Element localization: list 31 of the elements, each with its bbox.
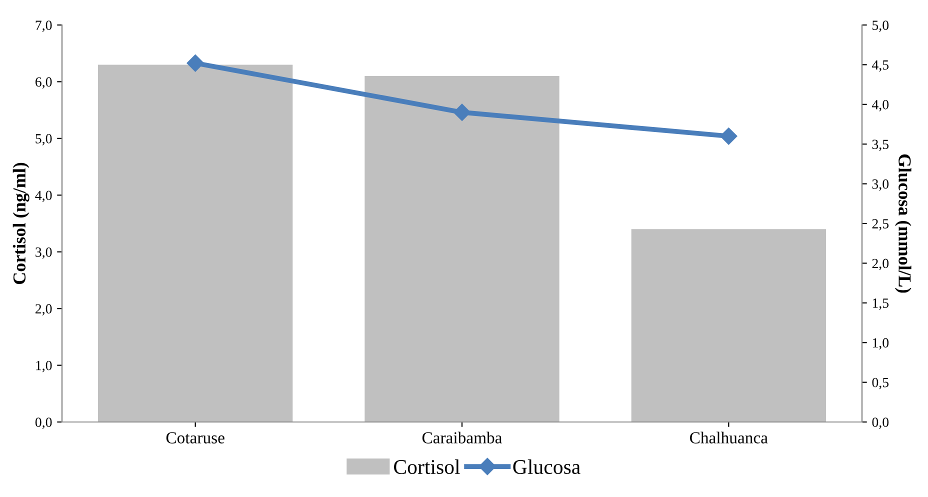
y-tick-label: 5,0 <box>36 134 52 146</box>
y2-tick-label: 1,0 <box>872 338 889 350</box>
y2-axis-title: Glucosa (mmol/L) <box>894 154 912 293</box>
y2-tick-label: 4,5 <box>872 60 889 72</box>
y-tick-label: 1,0 <box>36 360 52 372</box>
y-tick-label: 2,0 <box>36 304 52 316</box>
y-tick-label: 7,0 <box>36 20 52 32</box>
y2-tick-label: 0,0 <box>872 418 889 429</box>
point <box>720 128 738 145</box>
legend-label: Cortisol <box>394 459 460 474</box>
point <box>453 104 471 121</box>
y-tick-label: 4,0 <box>35 190 52 202</box>
y-tick-label: 3,0 <box>36 247 52 259</box>
y2-tick-label: 3,0 <box>872 179 889 191</box>
point <box>186 54 204 72</box>
y2-tick-label: 3,5 <box>872 140 889 152</box>
y2-tick-label: 5,0 <box>872 20 889 32</box>
y-tick-label: 0,0 <box>35 418 52 429</box>
y-axis-title: Cortisol (ng/ml) <box>12 162 30 284</box>
bar <box>631 229 826 422</box>
y2-tick-label: 4,0 <box>872 100 889 112</box>
bar <box>98 64 293 422</box>
y2-tick-label: 1,5 <box>872 298 889 310</box>
y2-tick-label: 2,5 <box>872 219 889 230</box>
legend-label: Glucosa <box>513 459 580 474</box>
x-tick-label: Chalhuanca <box>690 432 768 444</box>
y2-tick-label: 0,5 <box>872 378 889 390</box>
y2-tick-label: 2,0 <box>872 258 889 270</box>
x-tick-label: Cotaruse <box>166 432 224 444</box>
x-tick-label: Caraibamba <box>422 432 502 444</box>
y-tick-label: 6,0 <box>36 77 52 89</box>
